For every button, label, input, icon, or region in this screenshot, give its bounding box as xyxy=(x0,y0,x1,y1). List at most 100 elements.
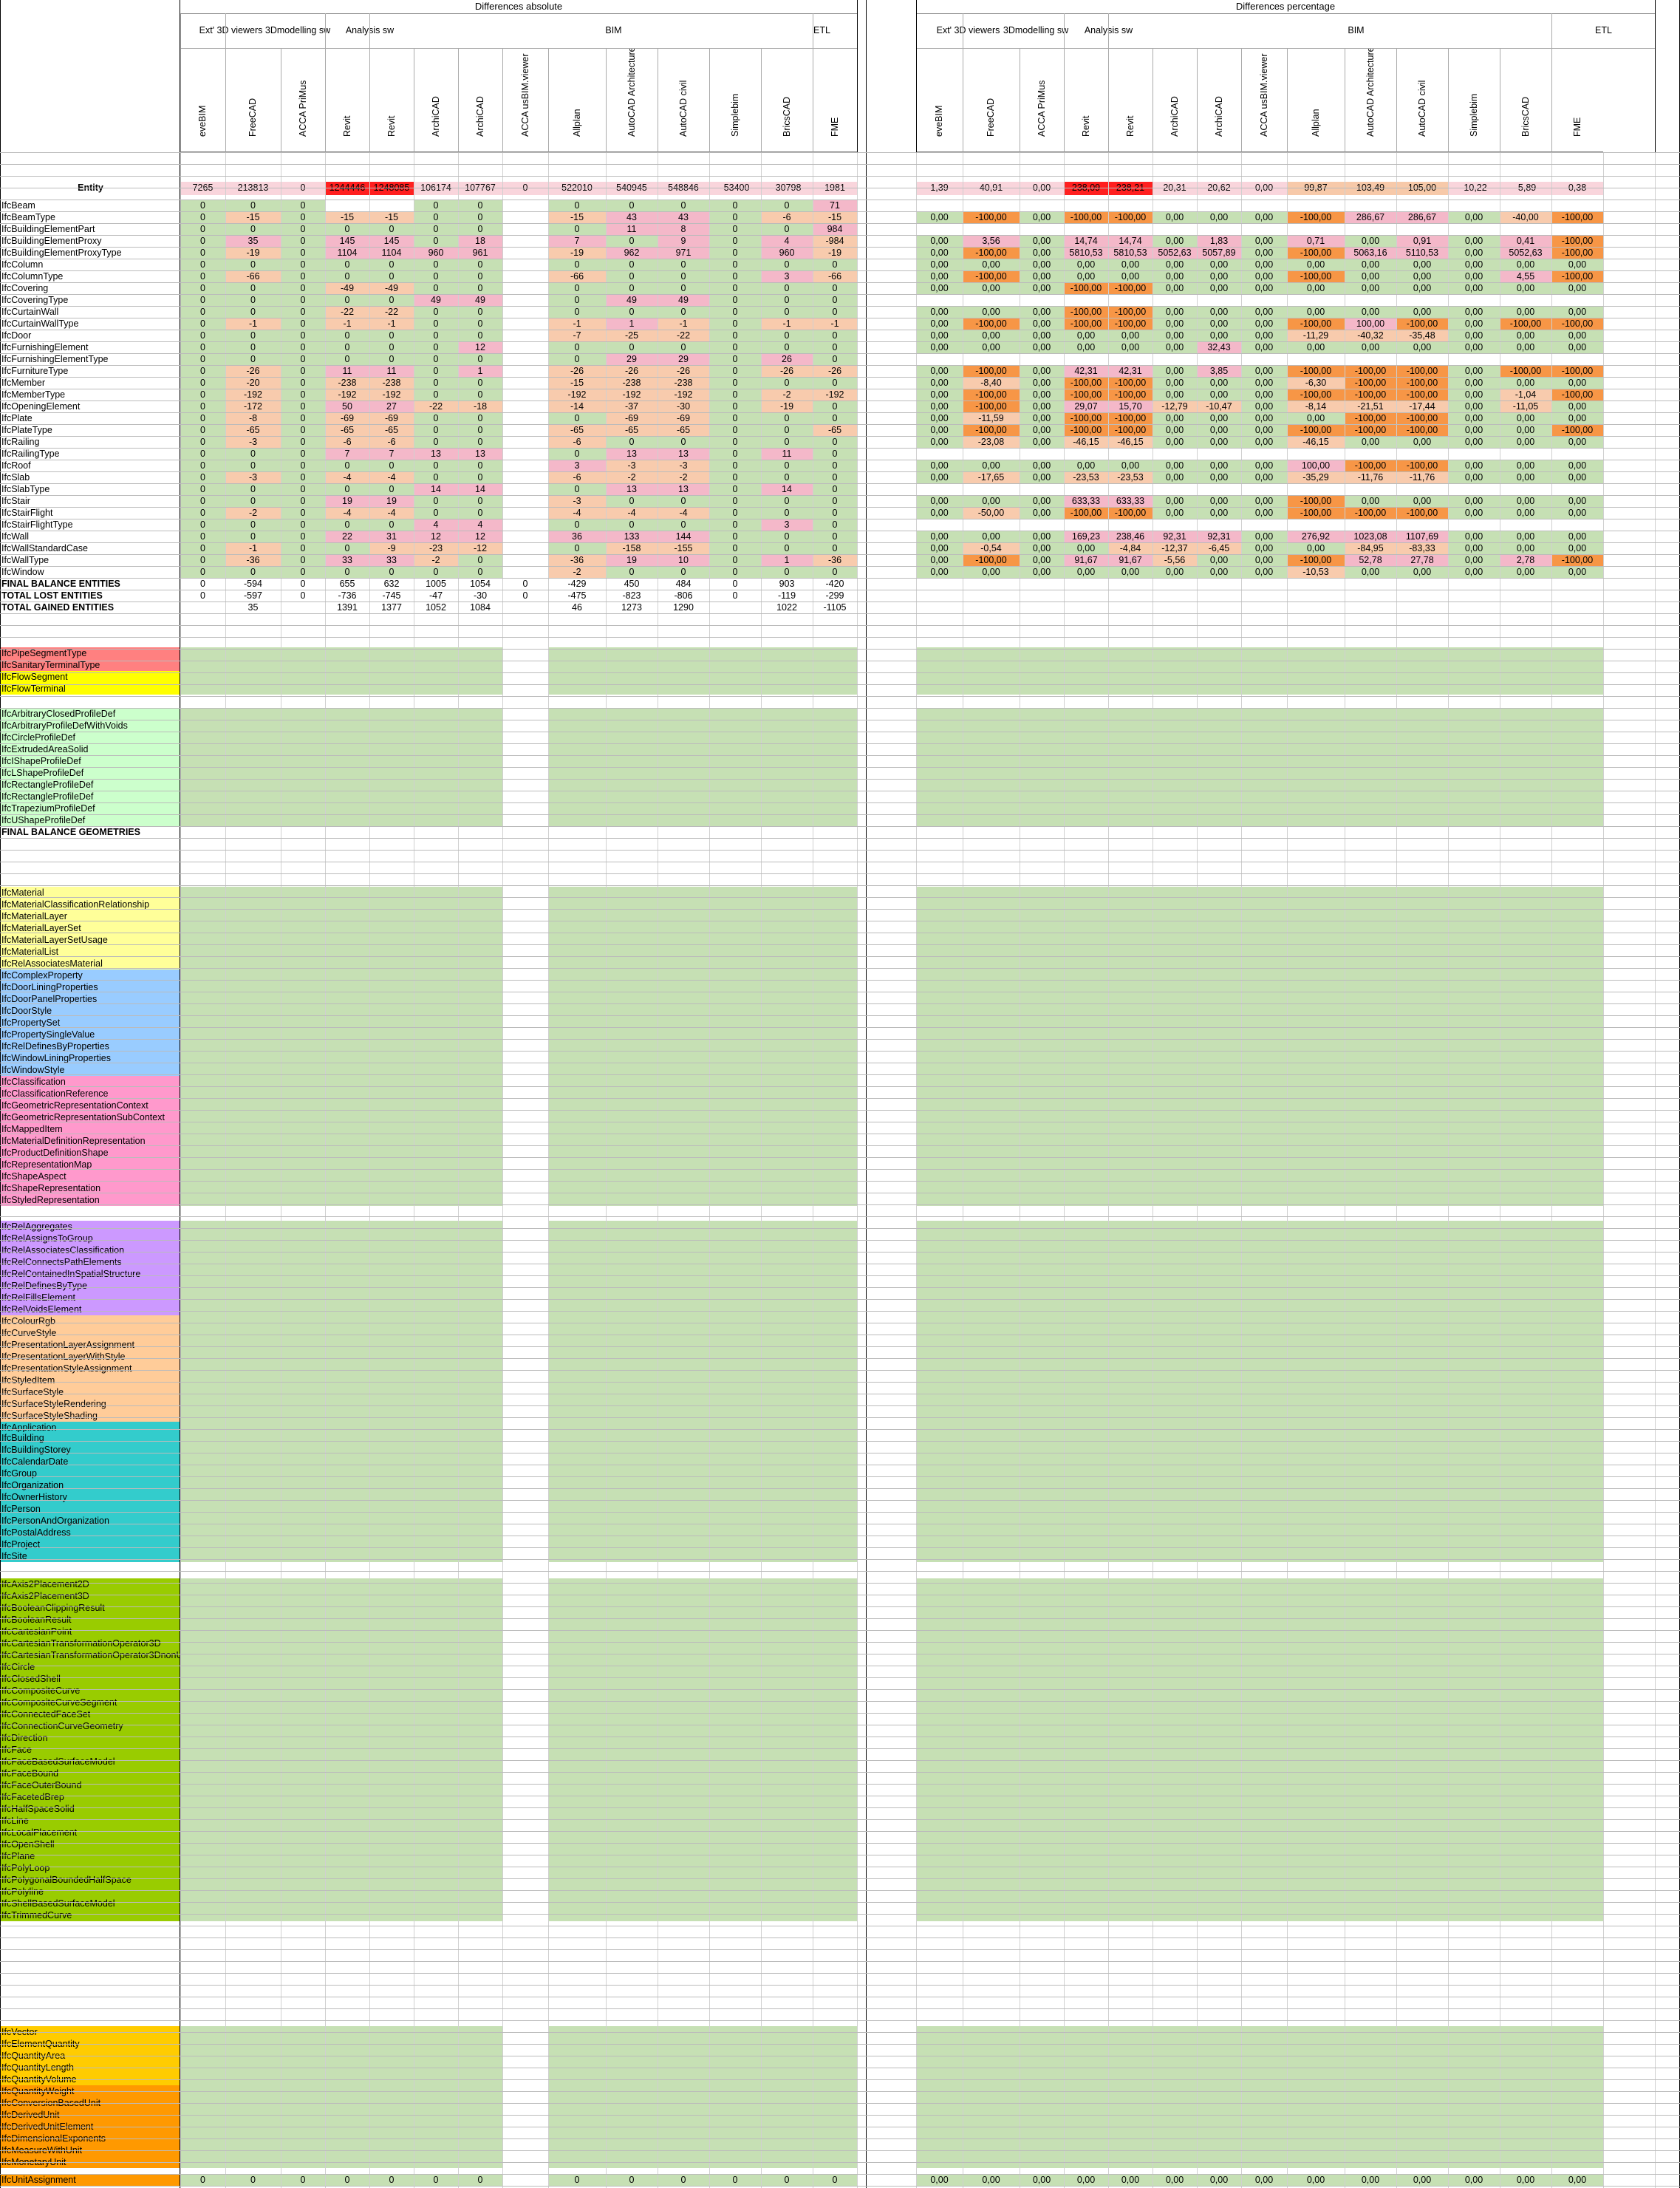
abs-cell xyxy=(225,1479,281,1491)
abs-cell xyxy=(813,1527,857,1538)
abs-cell: -158 xyxy=(606,542,658,554)
abs-cell xyxy=(502,1503,548,1515)
abs-cell xyxy=(502,647,548,659)
abs-cell xyxy=(709,1898,761,1909)
abs-cell xyxy=(369,910,414,922)
row-gridline xyxy=(0,1086,1680,1087)
pct-cell xyxy=(1396,1527,1448,1538)
abs-cell xyxy=(502,1909,548,1921)
abs-cell xyxy=(414,647,458,659)
abs-cell xyxy=(281,1363,325,1374)
pct-cell: 0,00 xyxy=(1345,2174,1396,2186)
pct-cell: -100,00 xyxy=(1551,270,1603,282)
abs-cell xyxy=(502,1697,548,1708)
pct-cell xyxy=(1020,1685,1064,1697)
pct-cell xyxy=(1108,1339,1153,1351)
pct-cell: 0,00 xyxy=(1500,542,1551,554)
column-gridline xyxy=(1108,152,1109,2188)
abs-cell xyxy=(813,1649,857,1661)
abs-cell: 49 xyxy=(606,294,658,306)
pct-cell: 0,00 xyxy=(1448,259,1500,270)
pct-cell xyxy=(1064,1432,1108,1444)
abs-cell xyxy=(281,1637,325,1649)
abs-cell: 0 xyxy=(813,412,857,424)
abs-cell xyxy=(369,814,414,826)
pct-cell: 0,00 xyxy=(1448,306,1500,318)
entity-pct-cell: 105,00 xyxy=(1396,182,1448,195)
pct-cell xyxy=(916,1363,963,1374)
pct-cell xyxy=(1108,791,1153,802)
abs-cell xyxy=(414,1479,458,1491)
abs-cell xyxy=(502,566,548,578)
abs-cell: 0 xyxy=(300,579,306,589)
abs-cell xyxy=(606,1315,658,1327)
table-row: IfcCalendarDate xyxy=(0,1456,1680,1468)
abs-cell xyxy=(369,1244,414,1256)
abs-cell xyxy=(658,802,709,814)
entity-name: IfcMemberType xyxy=(1,389,66,400)
abs-cell: 0 xyxy=(281,270,325,282)
abs-cell: 13 xyxy=(658,448,709,460)
pct-cell xyxy=(1345,1708,1396,1720)
abs-cell: 0 xyxy=(709,353,761,365)
pct-cell xyxy=(1345,1233,1396,1244)
pct-software-label: AutoCAD civil xyxy=(1416,80,1427,137)
column-gridline xyxy=(325,152,326,2188)
abs-cell: 0 xyxy=(458,436,502,448)
abs-software-header: eveBIM xyxy=(180,49,225,152)
pct-cell xyxy=(1448,899,1500,910)
abs-cell: 0 xyxy=(813,2174,857,2186)
abs-cell xyxy=(606,1374,658,1386)
pct-software-label: ArchiCAD xyxy=(1169,96,1180,137)
abs-cell xyxy=(709,1398,761,1410)
pct-cell xyxy=(1064,1374,1108,1386)
abs-cell: 0 xyxy=(709,330,761,341)
pct-cell: 0,00 xyxy=(1064,460,1108,471)
abs-cell xyxy=(325,826,369,838)
pct-cell xyxy=(1108,1602,1153,1614)
abs-cell xyxy=(761,1815,813,1827)
pct-cell: -8,14 xyxy=(1287,401,1345,412)
abs-software-label: ACCA usBIM.viewer xyxy=(519,53,530,137)
row-gridline xyxy=(0,2103,1680,2104)
pct-cell: 5110,53 xyxy=(1396,247,1448,259)
entity-name: IfcPresentationLayerWithStyle xyxy=(0,1351,180,1363)
abs-cell: 0 xyxy=(548,341,606,353)
pct-cell: 0,00 xyxy=(1448,542,1500,554)
abs-cell xyxy=(709,755,761,767)
abs-cell xyxy=(325,1649,369,1661)
abs-cell xyxy=(658,814,709,826)
pct-cell xyxy=(1551,1386,1603,1398)
abs-cell xyxy=(709,1827,761,1838)
pct-cell xyxy=(1345,1732,1396,1744)
pct-cell xyxy=(1345,1515,1396,1527)
pct-cell xyxy=(963,1602,1020,1614)
abs-cell xyxy=(813,767,857,779)
pct-cell xyxy=(1500,1838,1551,1850)
pct-cell xyxy=(1108,899,1153,910)
pct-cell xyxy=(1448,1779,1500,1791)
pct-cell: -100,00 xyxy=(963,554,1020,566)
pct-cell xyxy=(1108,1351,1153,1363)
pct-cell xyxy=(963,1661,1020,1673)
abs-cell: 0 xyxy=(813,460,857,471)
abs-cell xyxy=(458,671,502,683)
pct-cell xyxy=(1448,1862,1500,1874)
pct-cell: 0,00 xyxy=(1020,531,1064,542)
abs-cell: 0 xyxy=(225,330,281,341)
abs-cell xyxy=(606,755,658,767)
abs-cell xyxy=(606,1661,658,1673)
abs-cell xyxy=(658,1874,709,1886)
row-gridline xyxy=(0,1642,1680,1643)
abs-cell: -49 xyxy=(325,282,369,294)
abs-cell xyxy=(180,755,225,767)
pct-cell xyxy=(916,1503,963,1515)
abs-cell: 0 xyxy=(458,223,502,235)
abs-cell xyxy=(281,1468,325,1479)
table-row: IfcOwnerHistory xyxy=(0,1491,1680,1503)
pct-cell xyxy=(1020,779,1064,791)
abs-cell xyxy=(325,1708,369,1720)
abs-cell: 0 xyxy=(281,223,325,235)
pct-cell xyxy=(1551,1339,1603,1351)
abs-cell xyxy=(458,708,502,720)
